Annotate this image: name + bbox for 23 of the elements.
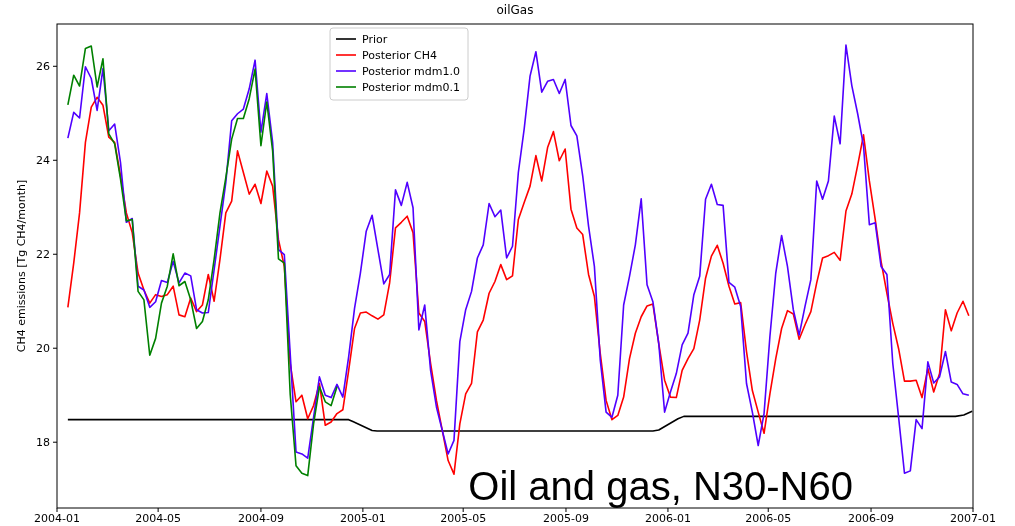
x-tick-label: 2005-05 [440, 512, 487, 525]
annotation: Oil and gas, N30-N60 [468, 464, 853, 508]
x-tick-label: 2004-05 [135, 512, 182, 525]
legend-label: Posterior mdm1.0 [362, 65, 461, 78]
y-axis-title: CH4 emissions [Tg CH4/month] [15, 179, 28, 353]
y-tick-label: 20 [36, 342, 50, 356]
y-tick-label: 24 [36, 154, 50, 168]
y-tick-label: 26 [36, 60, 50, 74]
legend-label: Posterior CH4 [362, 49, 438, 62]
x-tick-label: 2007-01 [950, 512, 996, 525]
x-tick-label: 2006-01 [644, 512, 691, 525]
x-tick-label: 2006-05 [745, 512, 792, 525]
chart-title: oilGas [496, 3, 534, 17]
y-tick-label: 22 [36, 248, 50, 262]
legend-label: Posterior mdm0.1 [362, 81, 461, 94]
y-tick-label: 18 [36, 436, 50, 450]
x-tick-label: 2006-09 [848, 512, 895, 525]
x-tick-label: 2005-09 [543, 512, 589, 525]
x-tick-label: 2004-01 [34, 512, 80, 525]
x-tick-label: 2005-01 [339, 512, 386, 525]
legend-label: Prior [362, 33, 388, 46]
line-series [67, 45, 338, 477]
x-tick-label: 2004-09 [237, 512, 284, 525]
